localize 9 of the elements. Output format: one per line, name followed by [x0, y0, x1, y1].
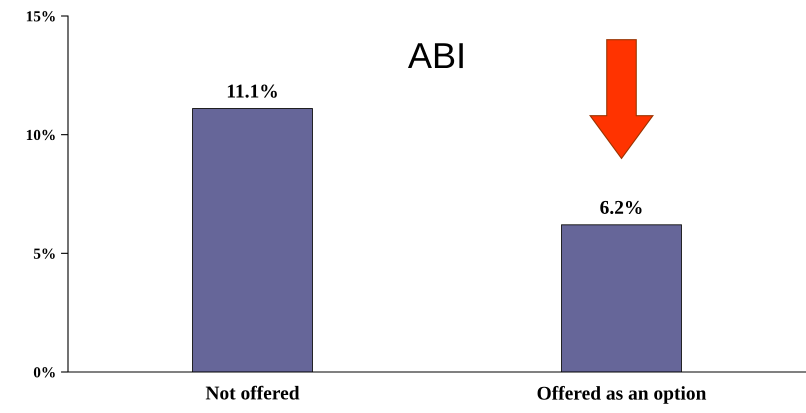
annotation: ABI: [408, 43, 463, 68]
y-tick-label: 10%: [26, 130, 55, 140]
data-label: 6.2%: [600, 200, 642, 214]
data-label: 11.1%: [228, 84, 277, 98]
y-tick-label: 0%: [34, 367, 55, 378]
y-tick-label: 15%: [26, 11, 55, 22]
y-tick-label: 5%: [34, 248, 55, 259]
x-tick-label: Not offered: [206, 386, 300, 400]
x-tick-label: Offered as an option: [538, 386, 706, 404]
